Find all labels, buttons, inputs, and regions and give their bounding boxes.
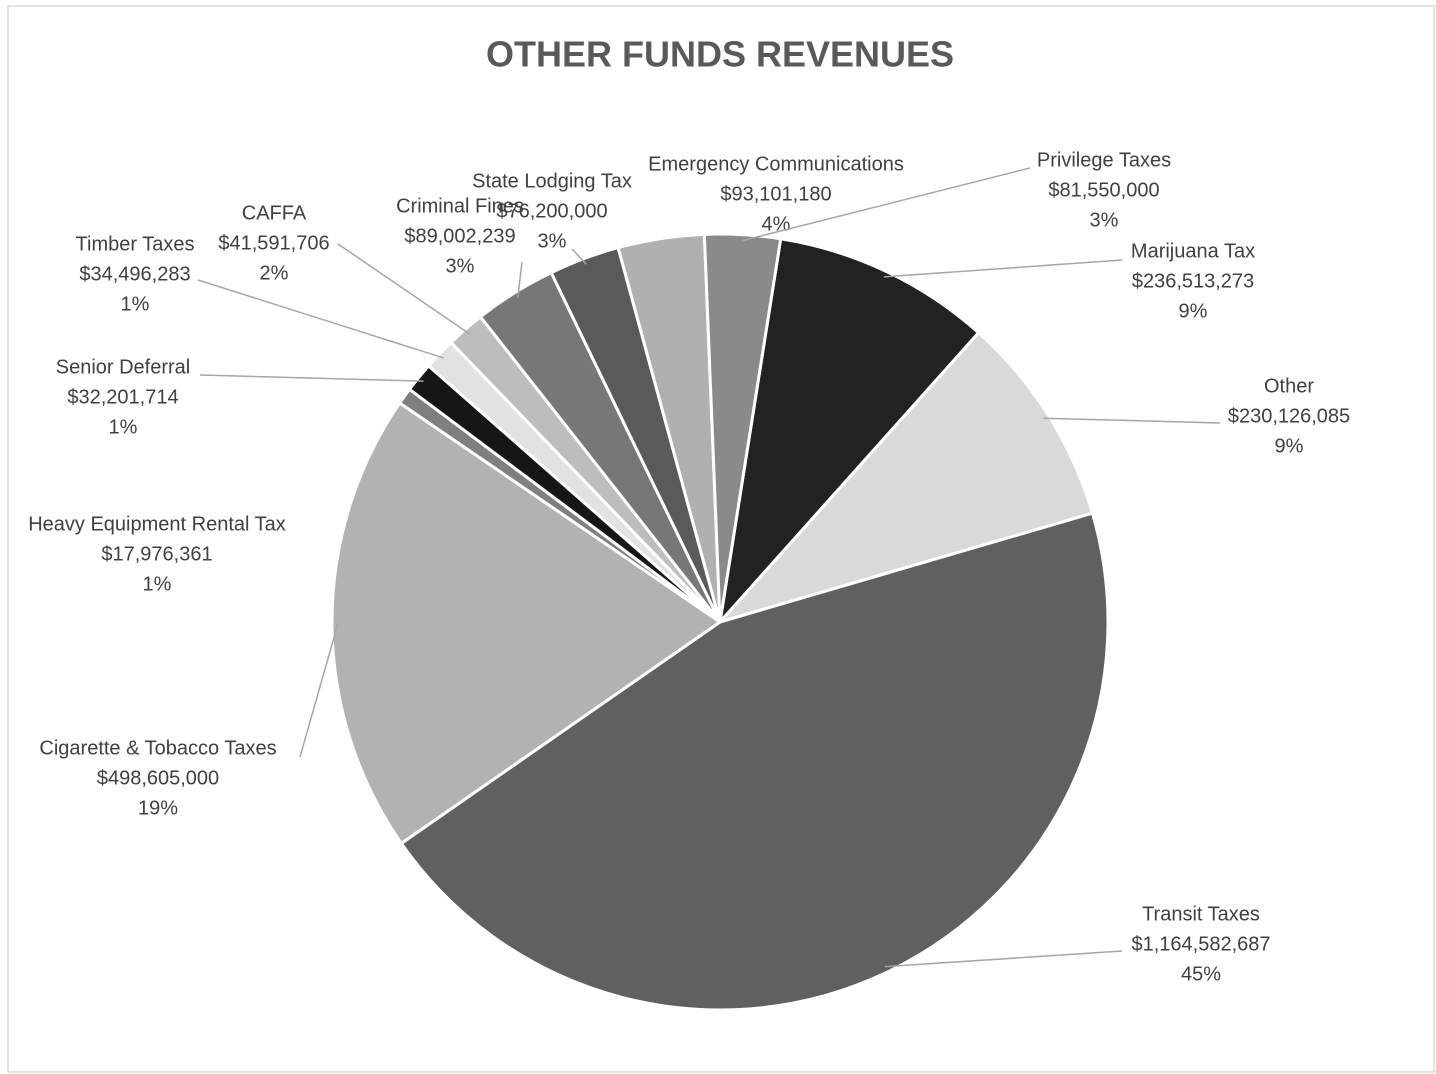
slice-label: Marijuana Tax [1131,240,1255,262]
slice-value-label: $236,513,273 [1132,270,1254,292]
slice-value-label: $81,550,000 [1048,179,1159,201]
slice-value-label: $230,126,085 [1228,405,1350,427]
slice-label: Heavy Equipment Rental Tax [28,513,286,535]
leader-line [884,950,1123,968]
slice-label: Privilege Taxes [1037,149,1171,171]
pie-slice [399,511,1110,1012]
slice-percent-label: 9% [1179,300,1208,322]
slice-label: Senior Deferral [56,356,191,378]
slice-label: Timber Taxes [76,233,195,255]
leader-line [883,259,1123,278]
slice-percent-label: 3% [538,230,567,252]
slice-label: Other [1264,375,1314,397]
slice-percent-label: 19% [138,797,178,819]
pie-slice [702,232,783,623]
leader-line [517,261,523,298]
slice-value-label: $498,605,000 [97,767,219,789]
leader-line [571,248,587,265]
slice-label: Criminal Fines [396,195,524,217]
slice-value-label: $76,200,000 [496,200,607,222]
slice-value-label: $93,101,180 [720,183,831,205]
slice-label: CAFFA [242,202,307,224]
leader-line [1043,417,1221,424]
slice-percent-label: 1% [109,416,138,438]
slice-label: State Lodging Tax [472,170,632,192]
leader-line [337,243,470,335]
slice-percent-label: 9% [1275,435,1304,457]
pie-slice [330,400,723,846]
slice-label: Cigarette & Tobacco Taxes [39,737,276,759]
slice-value-label: $89,002,239 [404,225,515,247]
chart-title: OTHER FUNDS REVENUES [486,34,954,75]
slice-value-label: $17,976,361 [101,543,212,565]
slice-percent-label: 2% [260,262,289,284]
slice-value-label: $34,496,283 [79,263,190,285]
leader-line [197,279,445,359]
leader-line [742,167,1031,242]
pie-slice [715,330,1095,625]
slice-percent-label: 45% [1181,963,1221,985]
slice-percent-label: 3% [1090,209,1119,231]
pie-slice [717,237,981,627]
slice-label: Emergency Communications [648,153,904,175]
leader-line [299,623,339,758]
slice-value-label: $41,591,706 [218,232,329,254]
slice-percent-label: 1% [121,293,150,315]
slice-label: Transit Taxes [1142,903,1260,925]
slice-percent-label: 3% [446,255,475,277]
leader-line [199,374,424,382]
slice-value-label: $1,164,582,687 [1131,933,1270,955]
slice-value-label: $32,201,714 [67,386,178,408]
slice-percent-label: 1% [143,573,172,595]
